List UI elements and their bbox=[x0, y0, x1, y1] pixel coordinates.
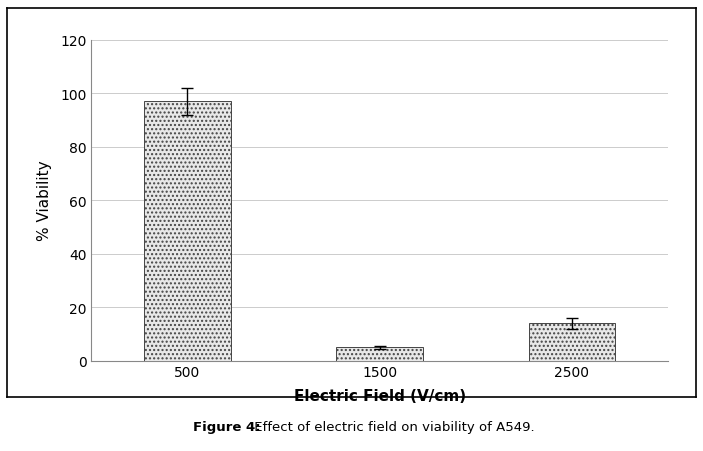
Bar bbox=[144, 102, 231, 361]
Y-axis label: % Viability: % Viability bbox=[37, 161, 52, 241]
X-axis label: Electric Field (V/cm): Electric Field (V/cm) bbox=[294, 388, 465, 403]
Bar bbox=[529, 323, 615, 361]
Bar bbox=[336, 347, 423, 361]
Text: Figure 4:: Figure 4: bbox=[193, 420, 261, 433]
Text: Effect of electric field on viability of A549.: Effect of electric field on viability of… bbox=[250, 420, 534, 433]
